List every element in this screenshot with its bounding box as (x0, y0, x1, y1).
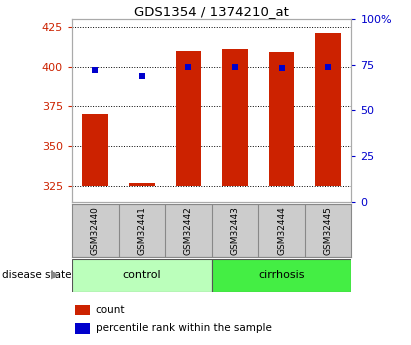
Text: GSM32445: GSM32445 (323, 206, 332, 255)
Text: GSM32441: GSM32441 (137, 206, 146, 255)
Bar (72, 259, 212, 292)
Title: GDS1354 / 1374210_at: GDS1354 / 1374210_at (134, 5, 289, 18)
Bar (269, 52, 294, 186)
Bar (315, 33, 341, 186)
Text: GSM32440: GSM32440 (91, 206, 100, 255)
Text: GSM32443: GSM32443 (231, 206, 240, 255)
Bar (82, 115, 108, 186)
Text: ▶: ▶ (51, 270, 60, 280)
Bar (175, 51, 201, 186)
Bar (75, 323, 90, 334)
Text: cirrhosis: cirrhosis (258, 270, 305, 280)
Text: count: count (96, 305, 125, 315)
Bar (222, 49, 248, 186)
Text: GSM32444: GSM32444 (277, 206, 286, 255)
Bar (212, 259, 351, 292)
Bar (129, 183, 155, 186)
Text: control: control (122, 270, 161, 280)
Text: GSM32442: GSM32442 (184, 206, 193, 255)
Text: disease state: disease state (2, 270, 72, 280)
Bar (75, 305, 90, 315)
Text: percentile rank within the sample: percentile rank within the sample (96, 323, 272, 333)
